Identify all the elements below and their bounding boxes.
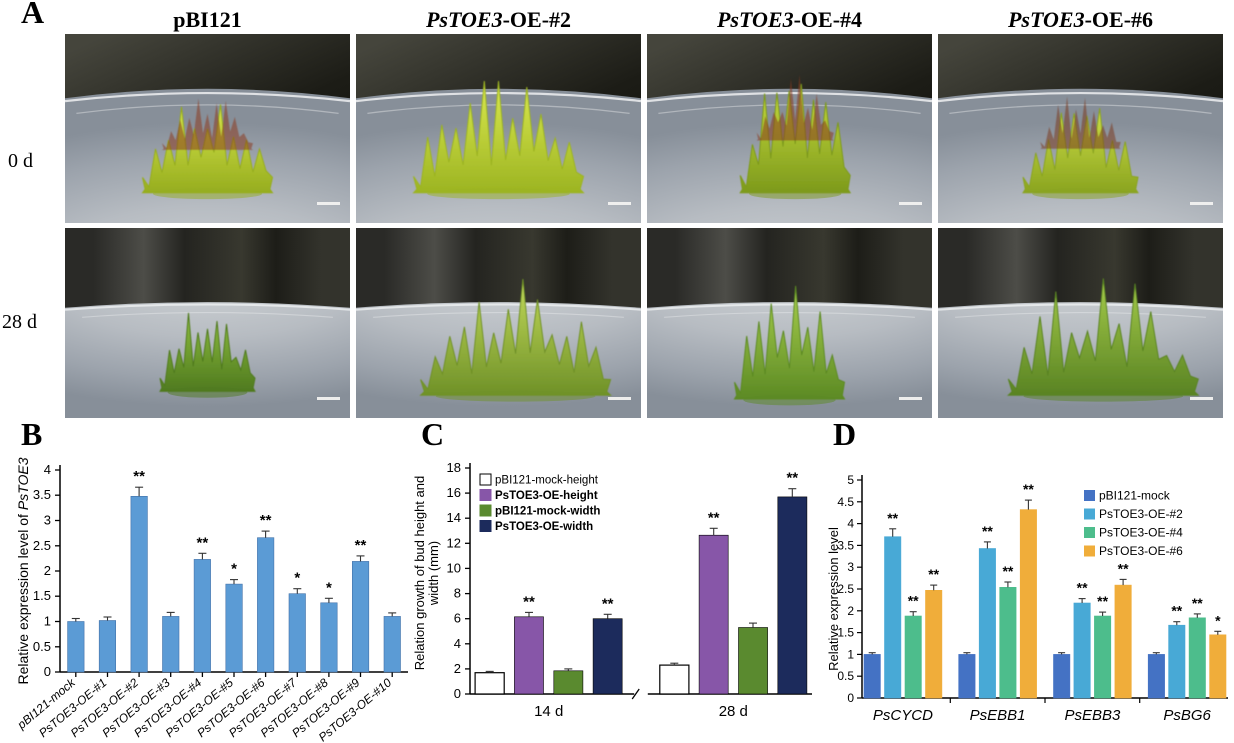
svg-text:PsTOE3-OE-height: PsTOE3-OE-height — [495, 490, 598, 502]
svg-text:Relation growth of bud height: Relation growth of bud height and — [412, 476, 427, 670]
svg-text:16: 16 — [447, 485, 461, 500]
svg-text:**: ** — [523, 593, 535, 610]
svg-text:width (mm): width (mm) — [426, 541, 441, 606]
svg-text:**: ** — [982, 523, 993, 539]
svg-text:3: 3 — [847, 560, 854, 574]
svg-text:PsEBB3: PsEBB3 — [1064, 707, 1121, 724]
svg-text:**: ** — [133, 468, 145, 485]
svg-text:**: ** — [708, 509, 720, 526]
svg-text:**: ** — [887, 510, 898, 526]
svg-text:0.5: 0.5 — [33, 639, 51, 654]
svg-text:3: 3 — [44, 513, 51, 528]
svg-text:6: 6 — [454, 611, 461, 626]
svg-text:pBI121-mock-height: pBI121-mock-height — [495, 475, 599, 487]
svg-text:0: 0 — [454, 686, 461, 701]
svg-text:4: 4 — [847, 517, 854, 531]
svg-text:**: ** — [260, 512, 272, 529]
svg-text:PsCYCD: PsCYCD — [873, 707, 933, 724]
svg-text:**: ** — [1077, 580, 1088, 596]
svg-text:**: ** — [928, 566, 939, 582]
svg-text:**: ** — [1023, 481, 1034, 497]
svg-text:1: 1 — [44, 614, 51, 629]
svg-text:28 d: 28 d — [719, 703, 748, 720]
svg-text:**: ** — [602, 595, 614, 612]
svg-text:**: ** — [786, 470, 798, 487]
svg-text:14: 14 — [447, 510, 461, 525]
svg-text:2: 2 — [847, 604, 854, 618]
svg-text:PsTOE3-OE-#2: PsTOE3-OE-#2 — [1099, 507, 1183, 521]
svg-text:PsTOE3-OE-#6: PsTOE3-OE-#6 — [1099, 544, 1183, 558]
svg-text:Relative expression level: Relative expression level — [826, 527, 841, 671]
svg-text:PsTOE3-OE-width: PsTOE3-OE-width — [495, 521, 593, 533]
svg-text:**: ** — [1192, 595, 1203, 611]
svg-text:0: 0 — [44, 664, 51, 679]
svg-text:**: ** — [1002, 563, 1013, 579]
svg-text:2: 2 — [454, 661, 461, 676]
svg-text:*: * — [1215, 612, 1221, 628]
svg-text:*: * — [294, 570, 300, 587]
svg-text:4.5: 4.5 — [837, 495, 854, 509]
svg-text:0: 0 — [847, 691, 854, 705]
svg-text:*: * — [231, 561, 237, 578]
svg-text:Relative expression level of P: Relative expression level of PsTOE3 — [15, 457, 31, 684]
svg-text:**: ** — [1118, 560, 1129, 576]
svg-text:PsTOE3-OE-#4: PsTOE3-OE-#4 — [1099, 526, 1183, 540]
svg-text:pBI121-mock: pBI121-mock — [1099, 489, 1171, 503]
svg-text:2.5: 2.5 — [33, 538, 51, 553]
svg-text:8: 8 — [454, 586, 461, 601]
svg-text:5: 5 — [847, 473, 854, 487]
svg-text:**: ** — [908, 593, 919, 609]
svg-text:18: 18 — [447, 460, 461, 475]
svg-text:14 d: 14 d — [534, 703, 563, 720]
svg-text:3.5: 3.5 — [33, 487, 51, 502]
svg-text:10: 10 — [447, 560, 461, 575]
svg-text:*: * — [326, 579, 332, 596]
svg-text:1.5: 1.5 — [33, 588, 51, 603]
svg-text:4: 4 — [44, 462, 51, 477]
svg-text:1: 1 — [847, 647, 854, 661]
svg-text:4: 4 — [454, 636, 461, 651]
svg-text:pBI121-mock-width: pBI121-mock-width — [495, 506, 600, 518]
svg-text:12: 12 — [447, 535, 461, 550]
svg-text:**: ** — [1171, 603, 1182, 619]
svg-text:2: 2 — [44, 563, 51, 578]
svg-text:**: ** — [355, 537, 367, 554]
svg-text:**: ** — [197, 534, 209, 551]
svg-text:PsEBB1: PsEBB1 — [970, 707, 1026, 724]
svg-text:**: ** — [1097, 593, 1108, 609]
svg-text:PsBG6: PsBG6 — [1163, 707, 1211, 724]
